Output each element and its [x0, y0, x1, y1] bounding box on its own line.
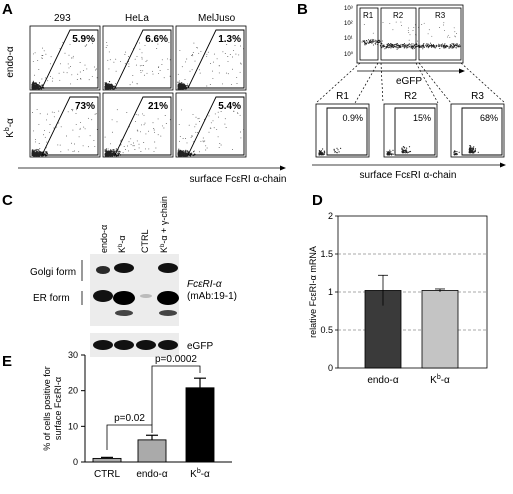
gate-r3-label: R3 — [435, 11, 446, 20]
chart-e: 0 10 20 30 % of cells positive forsurface Fc… — [42, 350, 232, 480]
e-ytick-label: 10 — [68, 421, 78, 431]
d-ytick-label: 1 — [328, 287, 333, 297]
a-xaxis-arrow — [280, 165, 286, 171]
e-significance-bracket — [151, 365, 201, 425]
panel-letter-c: C — [2, 192, 13, 209]
flow-plot-grid-a: 5.9% 6.6% 1.3% 73% 21% 5.4% — [29, 25, 247, 158]
row-label-endo: endo-α — [5, 46, 16, 78]
panel-letter-b: B — [297, 1, 308, 18]
gate-percentage: 1.3% — [218, 34, 241, 45]
b-connector-lines — [315, 62, 506, 104]
b-xaxis-label: surface FcεRI α-chain — [360, 170, 457, 181]
b-subplot: R1 0.9% — [315, 91, 370, 158]
b-tick-2: 10² — [344, 21, 353, 27]
e-category-label: CTRL — [94, 469, 121, 480]
flow-plot: 5.9% — [29, 25, 101, 91]
flow-plot: 21% — [102, 92, 174, 158]
e-category-label: endo-α — [136, 469, 168, 480]
gate-r2-label: R2 — [393, 11, 404, 20]
gate-percentage: 21% — [148, 101, 168, 112]
col-header-293: 293 — [54, 13, 71, 24]
fcer-label: FcεRI-α — [187, 279, 222, 290]
col-header-meljuso: MelJuso — [198, 13, 236, 24]
flow-plot: 5.4% — [175, 92, 247, 158]
c-blot-bands — [93, 263, 179, 316]
gate-percentage: 6.6% — [145, 34, 168, 45]
c-egfp-bands — [93, 340, 178, 350]
col-header-hela: HeLa — [125, 13, 149, 24]
e-ytick-label: 0 — [73, 457, 78, 467]
lane-label-endo: endo-α — [99, 225, 109, 253]
panel-letter-e: E — [2, 353, 12, 370]
gate-r3 — [418, 7, 462, 61]
b-subplot-title: R2 — [404, 91, 417, 102]
e-pvalue: p=0.02 — [114, 413, 145, 424]
egfp-blot-label: eGFP — [187, 341, 213, 352]
gate-r2 — [380, 7, 417, 61]
b-egfp-arrow — [459, 68, 465, 74]
b-subplot: R3 68% — [450, 91, 505, 158]
d-ytick-label: 2 — [328, 211, 333, 221]
b-gate-percentage: 68% — [480, 113, 498, 123]
b-tick-1: 10¹ — [344, 36, 353, 42]
panel-letter-d: D — [312, 192, 323, 209]
d-ytick-label: 0 — [328, 363, 333, 373]
c-lane-labels: endo-α Kb-α CTRL Kb-α + γ-chain — [99, 196, 169, 253]
d-category-label: endo-α — [367, 375, 399, 386]
flow-plot: 73% — [29, 92, 101, 158]
chart-d: 0 0.5 1 1.5 2 relative FcεRI-α mRNA endo-α Kb-α — [308, 211, 488, 386]
e-ylabel: % of cells positive forsurface FcεRI-α — [42, 366, 63, 451]
er-label: ER form — [33, 293, 70, 304]
b-subplot: R2 15% — [383, 91, 438, 158]
panel-letter-a: A — [2, 1, 13, 18]
gate-percentage: 5.4% — [218, 101, 241, 112]
e-pvalue: p=0.0002 — [155, 354, 197, 365]
e-bar — [92, 457, 122, 463]
a-xaxis-label: surface FcεRI α-chain — [190, 174, 287, 185]
d-ylabel: relative FcεRI-α mRNA — [308, 246, 318, 338]
d-ytick-label: 0.5 — [320, 325, 333, 335]
e-bar — [137, 439, 167, 463]
e-ytick-label: 30 — [68, 350, 78, 360]
b-subplots: R1 0.9% R2 15% R3 68% — [315, 91, 505, 158]
gate-percentage: 5.9% — [72, 34, 95, 45]
svg-text:Kb-α: Kb-α — [4, 118, 16, 138]
flow-plot: 1.3% — [175, 25, 247, 91]
e-bar — [185, 387, 215, 463]
b-subplot-title: R3 — [471, 91, 484, 102]
b-tick-0: 10⁰ — [344, 51, 354, 58]
e-ytick-label: 20 — [68, 386, 78, 396]
gate-r1-label: R1 — [363, 11, 374, 20]
b-egfp-label: eGFP — [396, 76, 422, 87]
mab-label: (mAb:19-1) — [187, 291, 237, 302]
b-gate-percentage: 0.9% — [342, 113, 363, 123]
lane-label-kb: Kb-α — [117, 235, 127, 253]
gate-percentage: 73% — [75, 101, 95, 112]
lane-label-kb-gamma: Kb-α + γ-chain — [159, 196, 169, 253]
d-category-label: Kb-α — [430, 374, 450, 386]
row-label-kb: Kb-α — [4, 118, 16, 138]
e-significance-bracket — [106, 424, 153, 450]
d-bar — [421, 290, 459, 369]
svg-text:endo-α: endo-α — [5, 46, 16, 78]
b-gate-percentage: 15% — [413, 113, 431, 123]
b-top-plot: R1 R2 R3 10³ 10² 10¹ 10⁰ — [344, 4, 464, 64]
b-tick-3: 10³ — [344, 6, 353, 12]
d-ytick-label: 1.5 — [320, 249, 333, 259]
flow-plot: 6.6% — [102, 25, 174, 91]
b-subplot-title: R1 — [336, 91, 349, 102]
lane-label-ctrl: CTRL — [140, 229, 150, 253]
gate-r1 — [359, 7, 379, 61]
b-xaxis-arrow — [500, 162, 506, 168]
golgi-label: Golgi form — [30, 267, 76, 278]
e-category-label: Kb-α — [190, 468, 210, 480]
